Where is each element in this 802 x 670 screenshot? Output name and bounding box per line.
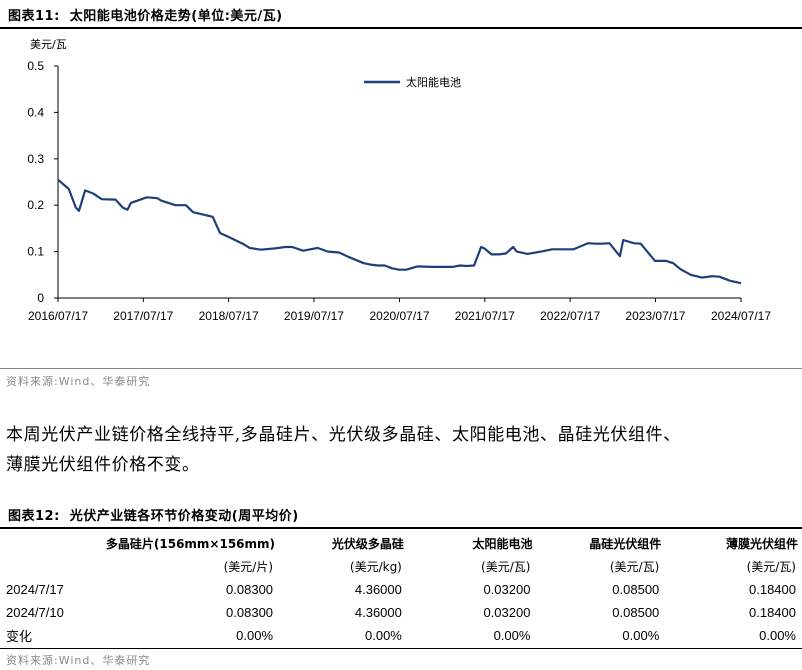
table-unit-row: (美元/片) (美元/kg) (美元/瓦) (美元/瓦) (美元/瓦) <box>0 555 802 578</box>
header-polysilicon: 光伏级多晶硅 <box>331 536 404 551</box>
unit-polysilicon: (美元/kg) <box>349 560 402 574</box>
header-crystalline-module: 晶硅光伏组件 <box>589 536 662 551</box>
table-title-text: 光伏产业链各环节价格变动(周平均价) <box>69 509 299 524</box>
y-tick-label: 0.1 <box>27 245 44 259</box>
x-tick-label: 2019/07/17 <box>284 309 344 323</box>
table-cell: 0.00% <box>493 628 531 643</box>
table-cell: 0.08500 <box>612 582 660 597</box>
table-title: 图表12: 光伏产业链各环节价格变动(周平均价) <box>8 505 798 524</box>
summary-paragraph: 本周光伏产业链价格全线持平,多晶硅片、光伏级多晶硅、太阳能电池、晶硅光伏组件、 … <box>6 420 798 480</box>
x-tick-label: 2018/07/17 <box>199 309 259 323</box>
table-cell: 0.08500 <box>612 605 660 620</box>
table-cell: 0.00% <box>622 628 660 643</box>
x-tick-label: 2020/07/17 <box>369 309 429 323</box>
unit-thin-film-module: (美元/瓦) <box>746 560 796 574</box>
legend-label: 太阳能电池 <box>406 75 461 89</box>
x-tick-label: 2024/07/17 <box>711 309 771 323</box>
source-rule <box>0 368 802 369</box>
table-cell: 0.00% <box>365 628 402 643</box>
y-axis-unit-label: 美元/瓦 <box>30 38 67 51</box>
table-source: 资料来源:Wind、华泰研究 <box>6 654 151 667</box>
table-row: 变化 0.00% 0.00% 0.00% 0.00% 0.00% <box>0 624 802 647</box>
table-cell: 0.08300 <box>226 605 274 620</box>
y-tick-label: 0.2 <box>27 198 44 212</box>
table-cell: 0.00% <box>759 628 796 643</box>
unit-solar-cell: (美元/瓦) <box>481 560 531 574</box>
table-title-rule <box>0 527 802 529</box>
table-cell: 4.36000 <box>354 605 402 620</box>
figure-source: 资料来源:Wind、华泰研究 <box>6 375 151 388</box>
x-tick-label: 2017/07/17 <box>113 309 173 323</box>
row-label: 变化 <box>6 629 33 644</box>
unit-wafer: (美元/片) <box>223 560 274 574</box>
table-bottom-rule <box>0 648 802 649</box>
table-label: 图表12: <box>8 509 60 524</box>
y-tick-label: 0.4 <box>27 105 44 119</box>
x-tick-label: 2021/07/17 <box>455 309 515 323</box>
y-tick-label: 0 <box>37 291 44 305</box>
figure-title-text: 太阳能电池价格走势(单位:美元/瓦) <box>69 9 283 24</box>
unit-crystalline-module: (美元/瓦) <box>609 560 660 574</box>
table-header-row: 多晶硅片(156mm×156mm) 光伏级多晶硅 太阳能电池 晶硅光伏组件 薄膜… <box>0 531 802 555</box>
table-row: 2024/7/10 0.08300 4.36000 0.03200 0.0850… <box>0 601 802 624</box>
table-row: 2024/7/17 0.08300 4.36000 0.03200 0.0850… <box>0 578 802 601</box>
header-thin-film-module: 薄膜光伏组件 <box>725 536 798 551</box>
summary-line-1: 本周光伏产业链价格全线持平,多晶硅片、光伏级多晶硅、太阳能电池、晶硅光伏组件、 <box>6 425 681 445</box>
x-tick-label: 2022/07/17 <box>540 309 600 323</box>
x-tick-label: 2016/07/17 <box>28 309 88 323</box>
header-wafer: 多晶硅片(156mm×156mm) <box>105 536 276 551</box>
header-solar-cell: 太阳能电池 <box>472 536 533 551</box>
y-tick-label: 0.5 <box>27 59 44 73</box>
series-line <box>57 178 742 285</box>
table-cell: 4.36000 <box>354 582 402 597</box>
row-label: 2024/7/17 <box>6 582 64 597</box>
table-cell: 0.08300 <box>226 582 274 597</box>
table-cell: 0.18400 <box>749 605 796 620</box>
summary-line-2: 薄膜光伏组件价格不变。 <box>6 455 200 475</box>
row-label: 2024/7/10 <box>6 605 64 620</box>
table-cell: 0.03200 <box>483 582 531 597</box>
table-cell: 0.18400 <box>749 582 796 597</box>
header-blank <box>0 531 68 555</box>
figure-title-rule <box>0 27 802 29</box>
y-tick-label: 0.3 <box>27 152 44 166</box>
figure-label: 图表11: <box>8 9 60 24</box>
price-table: 多晶硅片(156mm×156mm) 光伏级多晶硅 太阳能电池 晶硅光伏组件 薄膜… <box>0 531 802 647</box>
price-line-chart: 美元/瓦 0 0.1 0.2 0.3 0.4 0.5 2016/07/17 2017/07/17… <box>27 38 771 323</box>
x-tick-label: 2023/07/17 <box>625 309 685 323</box>
table-cell: 0.03200 <box>483 605 531 620</box>
table-cell: 0.00% <box>236 628 274 643</box>
figure-title: 图表11: 太阳能电池价格走势(单位:美元/瓦) <box>8 5 798 25</box>
